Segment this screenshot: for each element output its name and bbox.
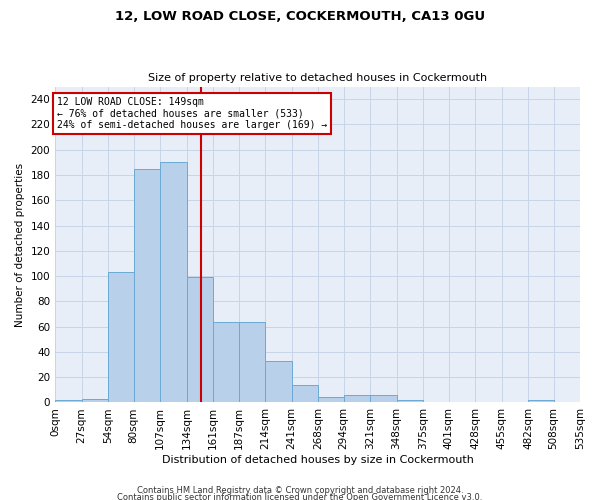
Text: 12 LOW ROAD CLOSE: 149sqm
← 76% of detached houses are smaller (533)
24% of semi: 12 LOW ROAD CLOSE: 149sqm ← 76% of detac… xyxy=(57,96,328,130)
Bar xyxy=(108,272,134,402)
Bar xyxy=(528,400,554,402)
Text: 12, LOW ROAD CLOSE, COCKERMOUTH, CA13 0GU: 12, LOW ROAD CLOSE, COCKERMOUTH, CA13 0G… xyxy=(115,10,485,23)
Bar xyxy=(239,322,265,402)
Text: Contains public sector information licensed under the Open Government Licence v3: Contains public sector information licen… xyxy=(118,494,482,500)
Y-axis label: Number of detached properties: Number of detached properties xyxy=(15,162,25,326)
Bar xyxy=(397,400,423,402)
Bar xyxy=(292,385,318,402)
Bar xyxy=(318,398,344,402)
Bar xyxy=(213,322,239,402)
Bar xyxy=(134,168,160,402)
Text: Contains HM Land Registry data © Crown copyright and database right 2024.: Contains HM Land Registry data © Crown c… xyxy=(137,486,463,495)
Bar xyxy=(187,278,213,402)
Bar xyxy=(160,162,187,402)
Bar xyxy=(265,361,292,403)
Bar xyxy=(344,395,370,402)
Bar xyxy=(82,398,108,402)
Bar xyxy=(55,400,82,402)
X-axis label: Distribution of detached houses by size in Cockermouth: Distribution of detached houses by size … xyxy=(161,455,473,465)
Bar xyxy=(370,395,397,402)
Title: Size of property relative to detached houses in Cockermouth: Size of property relative to detached ho… xyxy=(148,73,487,83)
